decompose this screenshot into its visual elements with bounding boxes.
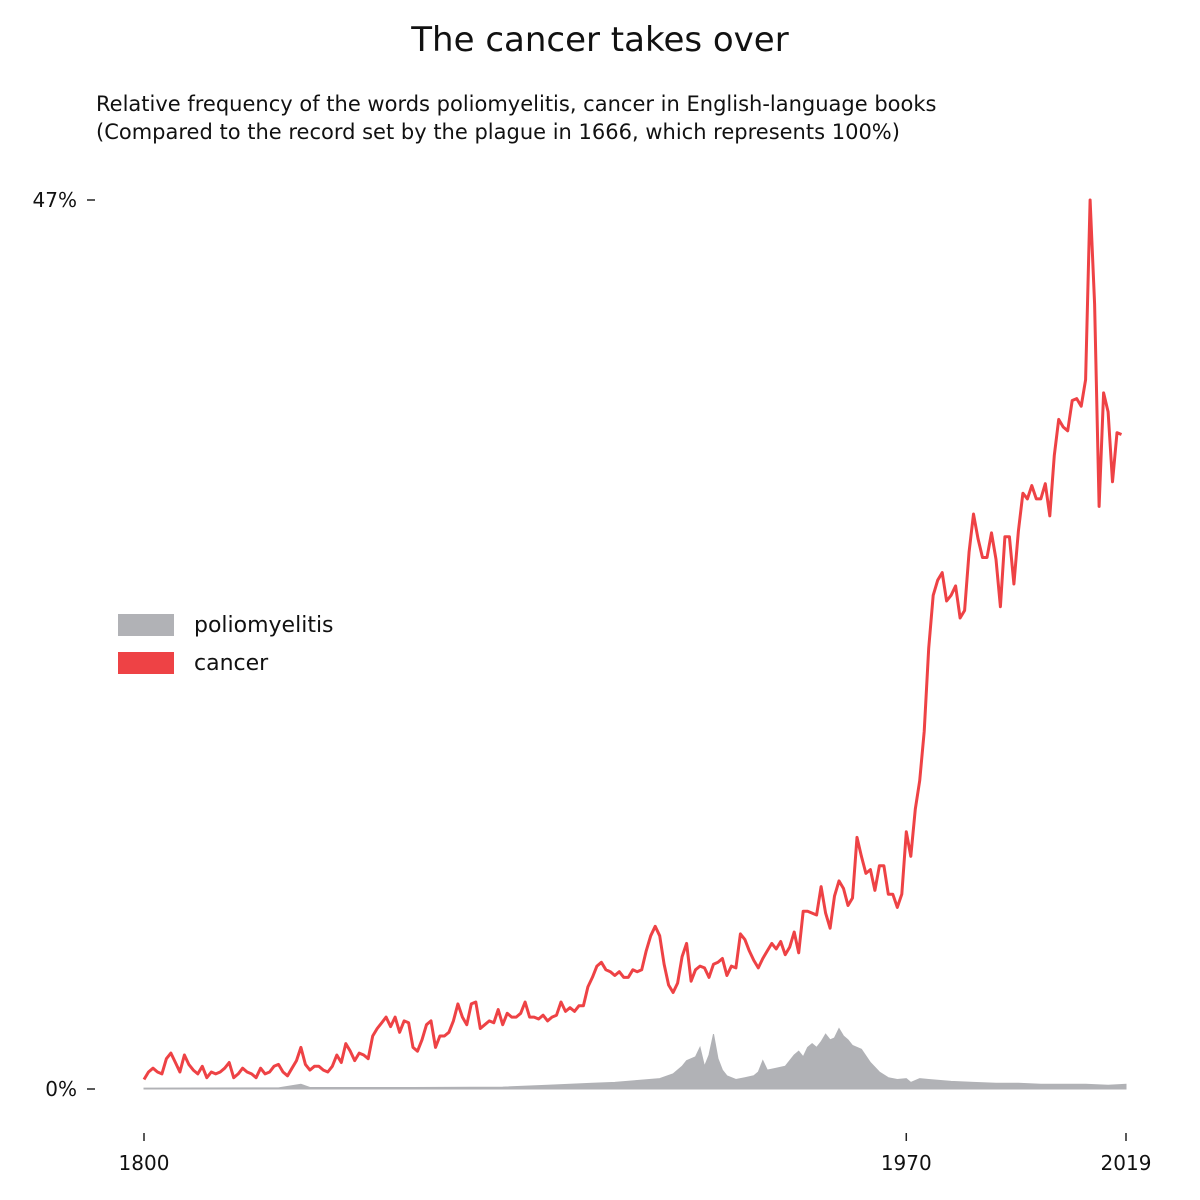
chart-subtitle-line-2: (Compared to the record set by the plagu…: [96, 120, 900, 144]
y-axis: 0% 47%: [33, 188, 95, 1101]
legend-item-cancer: cancer: [118, 644, 334, 682]
series-layer: [142, 198, 1127, 1090]
legend-item-poliomyelitis: poliomyelitis: [118, 606, 334, 644]
x-tick-label: 2019: [1101, 1151, 1152, 1175]
y-tick-label: 0%: [45, 1077, 77, 1101]
legend-label-cancer: cancer: [194, 650, 269, 676]
x-axis: 1800 1970 2019: [119, 1133, 1152, 1175]
x-tick-label: 1800: [119, 1151, 170, 1175]
series-line-cancer: [142, 198, 1123, 1081]
y-tick-label: 47%: [33, 188, 77, 212]
chart-title: The cancer takes over: [411, 20, 789, 60]
legend: poliomyelitis cancer: [118, 606, 334, 682]
legend-swatch-poliomyelitis: [118, 614, 174, 636]
legend-label-poliomyelitis: poliomyelitis: [194, 612, 334, 638]
series-area-poliomyelitis: [143, 1027, 1127, 1090]
x-tick-label: 1970: [881, 1151, 932, 1175]
legend-swatch-cancer: [118, 652, 174, 674]
chart-subtitle-line-1: Relative frequency of the words poliomye…: [96, 92, 937, 116]
